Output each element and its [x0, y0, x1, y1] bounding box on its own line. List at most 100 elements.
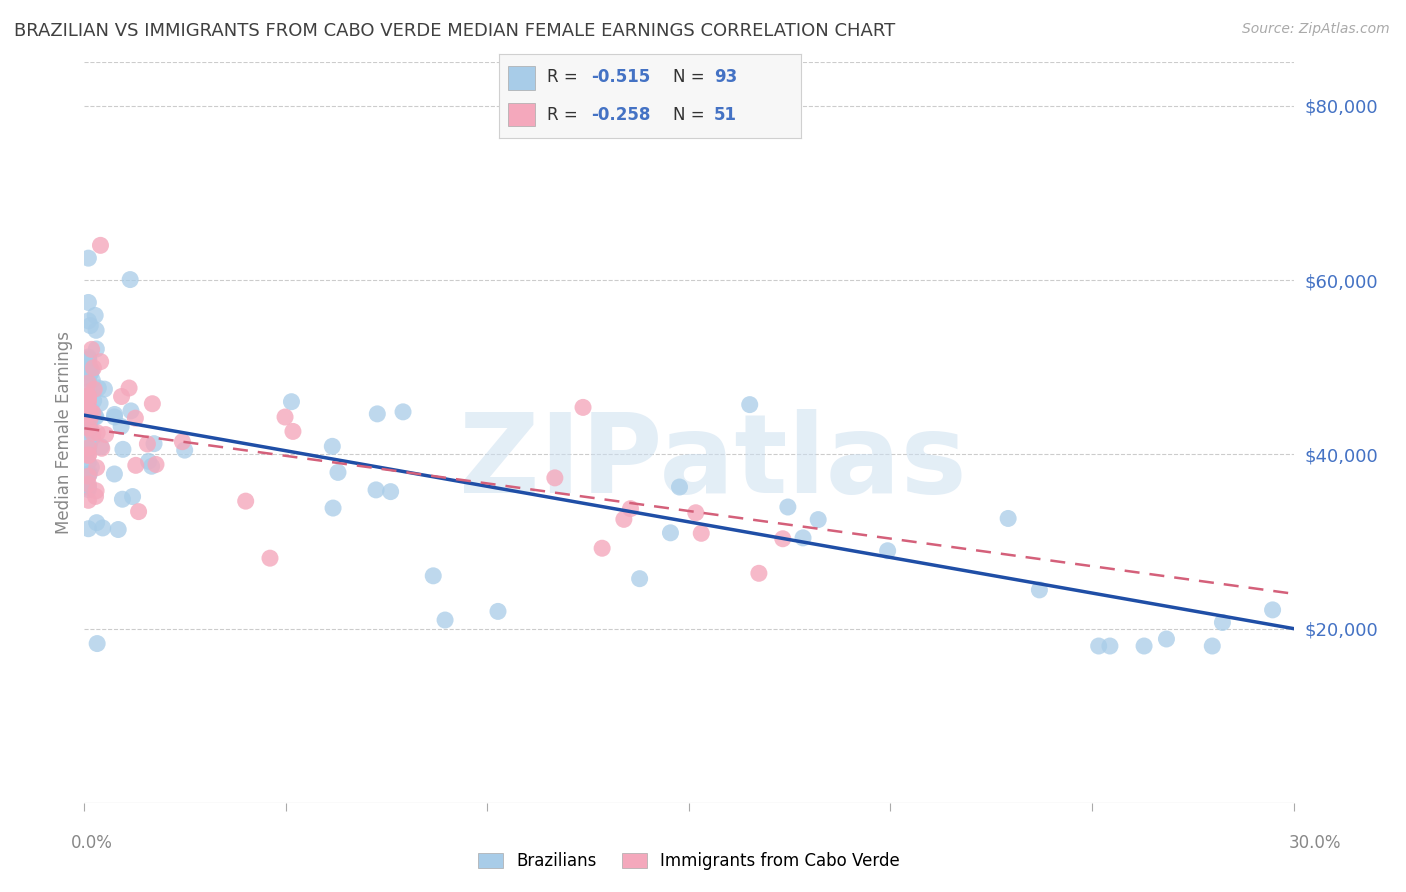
- Point: [121, 490, 143, 504]
- Point: [77, 403, 100, 417]
- Point: [77, 361, 100, 376]
- Point: [80, 363, 103, 377]
- Point: [77, 417, 100, 431]
- Point: [1087, 639, 1109, 653]
- Point: [322, 501, 344, 516]
- Point: [79, 420, 101, 434]
- Point: [1156, 632, 1178, 646]
- Point: [141, 459, 163, 474]
- Point: [380, 484, 402, 499]
- Point: [613, 512, 636, 526]
- Point: [77, 483, 100, 497]
- Point: [690, 526, 713, 541]
- Bar: [508, 103, 536, 127]
- Point: [77, 376, 100, 390]
- Point: [280, 394, 302, 409]
- Point: [77, 442, 100, 457]
- Point: [89, 238, 111, 252]
- Point: [281, 425, 304, 439]
- Point: [82, 426, 104, 441]
- Point: [1211, 615, 1233, 630]
- Text: 30.0%: 30.0%: [1288, 834, 1341, 852]
- Point: [80, 460, 103, 475]
- Point: [77, 421, 100, 435]
- Text: 51: 51: [714, 105, 737, 123]
- Point: [685, 506, 707, 520]
- Point: [84, 309, 107, 323]
- Point: [110, 419, 132, 434]
- Point: [364, 483, 387, 497]
- Point: [80, 366, 103, 380]
- Point: [1133, 639, 1156, 653]
- Point: [77, 469, 100, 483]
- Y-axis label: Median Female Earnings: Median Female Earnings: [55, 331, 73, 534]
- Point: [84, 409, 107, 424]
- Point: [807, 513, 830, 527]
- Point: [77, 477, 100, 491]
- Point: [77, 295, 100, 310]
- Point: [77, 251, 100, 265]
- Point: [86, 636, 108, 650]
- Point: [79, 467, 101, 481]
- Point: [326, 466, 349, 480]
- Point: [628, 572, 651, 586]
- Point: [997, 511, 1019, 525]
- Point: [77, 393, 100, 408]
- Point: [82, 431, 104, 445]
- Point: [422, 569, 444, 583]
- Point: [77, 351, 100, 366]
- Point: [1201, 639, 1223, 653]
- Text: Source: ZipAtlas.com: Source: ZipAtlas.com: [1241, 22, 1389, 37]
- Point: [79, 365, 101, 379]
- Point: [82, 360, 104, 375]
- Point: [668, 480, 690, 494]
- Point: [80, 343, 103, 357]
- Point: [77, 394, 100, 409]
- Point: [77, 443, 100, 458]
- Point: [89, 396, 111, 410]
- Point: [84, 409, 107, 424]
- Point: [103, 409, 125, 424]
- Point: [77, 442, 100, 456]
- Point: [876, 543, 898, 558]
- Point: [145, 458, 167, 472]
- Point: [79, 359, 101, 373]
- Point: [77, 402, 100, 417]
- Point: [77, 441, 100, 455]
- Point: [77, 403, 100, 417]
- Point: [91, 521, 114, 535]
- Point: [1261, 603, 1284, 617]
- Point: [486, 604, 509, 618]
- Point: [86, 342, 108, 356]
- Point: [86, 425, 108, 440]
- Point: [173, 443, 195, 458]
- Point: [87, 381, 110, 395]
- Point: [77, 360, 100, 375]
- Point: [86, 516, 108, 530]
- Text: -0.515: -0.515: [592, 69, 651, 87]
- Point: [776, 500, 799, 514]
- Bar: [508, 66, 536, 90]
- Point: [80, 405, 103, 419]
- Point: [82, 406, 104, 420]
- Point: [120, 272, 142, 286]
- Point: [77, 352, 100, 367]
- Point: [118, 381, 141, 395]
- Point: [86, 460, 108, 475]
- Point: [136, 437, 159, 451]
- Text: BRAZILIAN VS IMMIGRANTS FROM CABO VERDE MEDIAN FEMALE EARNINGS CORRELATION CHART: BRAZILIAN VS IMMIGRANTS FROM CABO VERDE …: [14, 22, 896, 40]
- Point: [77, 384, 100, 399]
- Point: [79, 416, 101, 430]
- Point: [90, 442, 112, 456]
- Point: [321, 439, 343, 453]
- Text: R =: R =: [547, 105, 583, 123]
- Point: [77, 479, 100, 493]
- Point: [77, 359, 100, 374]
- Point: [77, 424, 100, 438]
- Point: [80, 404, 103, 418]
- Point: [79, 438, 101, 452]
- Point: [125, 458, 148, 473]
- Point: [1098, 639, 1121, 653]
- Point: [94, 427, 117, 442]
- Point: [434, 613, 457, 627]
